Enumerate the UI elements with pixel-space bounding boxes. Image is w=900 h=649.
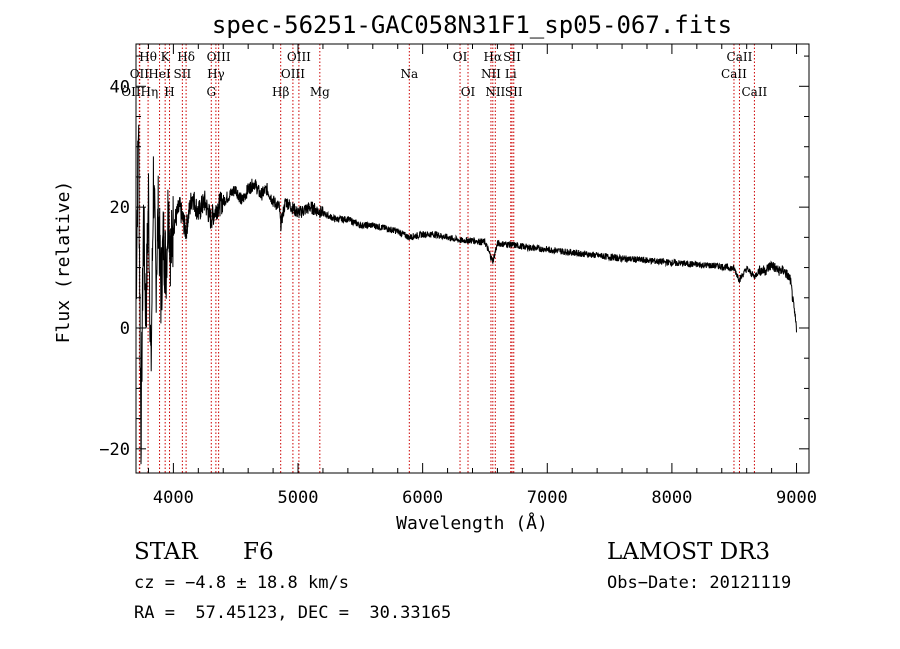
spectral-line-label: OIII <box>207 50 231 64</box>
spectral-line-label: Hδ <box>177 50 195 64</box>
spectral-line-label: HeI <box>148 67 171 81</box>
spectral-line-label: SII <box>174 67 192 81</box>
spectral-line-label: CaII <box>727 50 753 64</box>
spectral-line-label: Hθ <box>139 50 157 64</box>
object-subclass: F6 <box>243 539 274 565</box>
object-class: STAR <box>134 539 198 565</box>
spectral-line-label: OIII <box>287 50 311 64</box>
spectral-line-label: Hα <box>484 50 503 64</box>
x-axis: 4000 5000 6000 7000 8000 9000 <box>147 44 817 508</box>
plot-frame <box>135 43 810 474</box>
spectral-line-label: G <box>206 85 216 99</box>
obs-date: Obs−Date: 20121119 <box>607 573 792 593</box>
spectral-line-label: OII <box>130 67 150 81</box>
spectral-line-label: Mg <box>310 85 330 99</box>
spectral-line-label: OIIHη <box>121 85 158 99</box>
x-tick-label: 9000 <box>776 488 817 508</box>
spectral-line-label: OI <box>461 85 476 99</box>
chart-title: spec-56251-GAC058N31F1_sp05-067.fits <box>212 11 732 39</box>
redshift-cz: cz = −4.8 ± 18.8 km/s <box>134 573 349 593</box>
spectral-line-label: OIII <box>281 67 305 81</box>
y-tick-label: 0 <box>120 319 130 339</box>
line-markers <box>138 44 755 473</box>
spectrum-line <box>135 124 797 465</box>
y-tick-label: 20 <box>110 198 130 218</box>
spectral-line-label: Na <box>400 67 418 81</box>
y-tick-label: −20 <box>99 440 130 460</box>
y-axis-label: Flux (relative) <box>53 181 74 344</box>
ra-dec: RA = 57.45123, DEC = 30.33165 <box>134 603 452 623</box>
spectral-line-label: Hγ <box>207 67 225 81</box>
spectral-line-label: SII <box>503 50 521 64</box>
spectral-line-label: SII <box>505 85 523 99</box>
spectral-line-label: Li <box>505 67 517 81</box>
x-tick-label: 7000 <box>527 488 568 508</box>
spectral-line-label: CaII <box>741 85 767 99</box>
x-tick-label: 6000 <box>402 488 443 508</box>
spectral-line-label: H <box>164 85 174 99</box>
spectral-line-label: K <box>161 50 171 64</box>
y-axis: −20 0 20 40 <box>99 55 809 460</box>
spectral-line-label: CaII <box>721 67 747 81</box>
spectral-line-label: Hβ <box>272 85 289 99</box>
spectral-line-label: NII <box>485 85 505 99</box>
spectral-line-label: NII <box>481 67 501 81</box>
spectral-line-label: OI <box>453 50 468 64</box>
x-tick-label: 5000 <box>278 488 319 508</box>
x-tick-label: 8000 <box>651 488 692 508</box>
x-tick-label: 4000 <box>153 488 194 508</box>
survey-name: LAMOST DR3 <box>607 539 771 565</box>
x-axis-label: Wavelength (Å) <box>396 512 548 534</box>
y-tick-label: 40 <box>110 77 130 97</box>
